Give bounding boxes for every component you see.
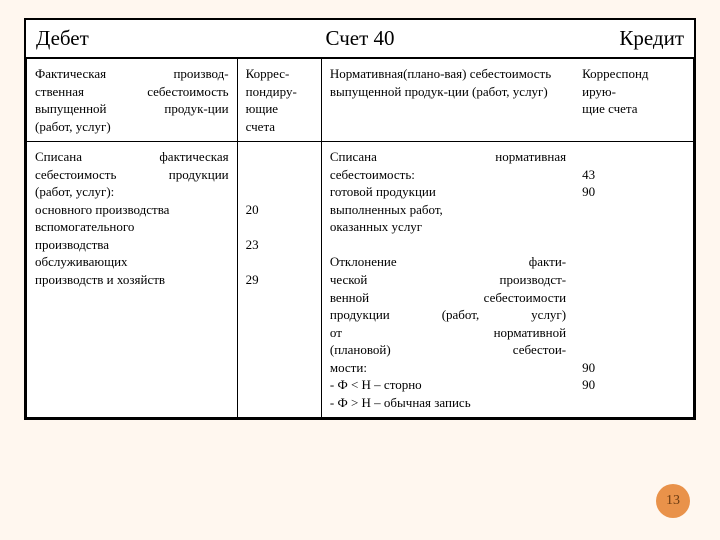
cell-r2c2: 202329 <box>237 142 321 418</box>
cell-r1c4: Корреспондирую-щие счета <box>574 59 693 142</box>
cell-r1c1: Фактическая производ- ственная себестоим… <box>27 59 238 142</box>
cell-r1c3: Нормативная(плано-вая) себестоимостьвыпу… <box>321 59 574 142</box>
accounting-grid: Фактическая производ- ственная себестоим… <box>26 58 694 418</box>
header-debit: Дебет <box>36 26 252 51</box>
table-header: Дебет Счет 40 Кредит <box>26 20 694 58</box>
header-account: Счет 40 <box>252 26 468 51</box>
cell-r1c2: Коррес-пондиру-ющиесчета <box>237 59 321 142</box>
cell-r2c3: Списана нормативная себестоимость: готов… <box>321 142 574 418</box>
page-number: 13 <box>666 493 680 509</box>
table-row: Списана фактическая себестоимость продук… <box>27 142 694 418</box>
page-number-badge: 13 <box>656 484 690 518</box>
cell-r2c4: 43909090 <box>574 142 693 418</box>
table-row: Фактическая производ- ственная себестоим… <box>27 59 694 142</box>
cell-r2c1: Списана фактическая себестоимость продук… <box>27 142 238 418</box>
header-credit: Кредит <box>468 26 684 51</box>
accounting-table: Дебет Счет 40 Кредит Фактическая произво… <box>24 18 696 420</box>
